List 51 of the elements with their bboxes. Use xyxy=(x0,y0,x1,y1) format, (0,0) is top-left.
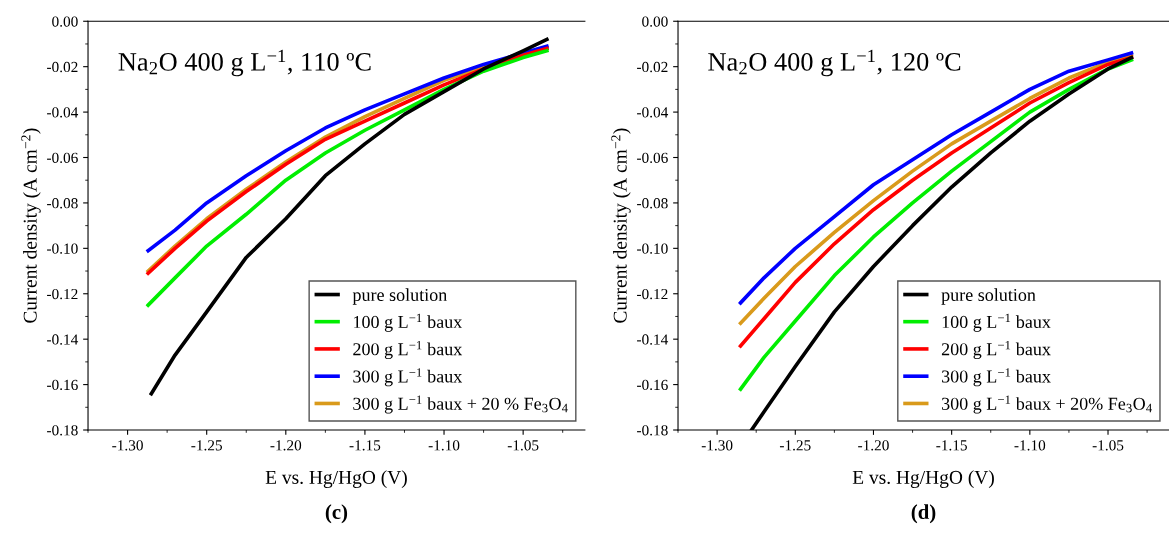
x-tick-label: -1.10 xyxy=(1014,440,1046,451)
x-tick-label: -1.25 xyxy=(191,440,223,451)
y-tick-label: -0.04 xyxy=(637,107,669,118)
text: Na$_{2}$O 400 g L$^{−1}$, 110 ºC xyxy=(118,49,371,77)
y-tick-label: -0.16 xyxy=(47,379,78,391)
y-tick-label: 0.00 xyxy=(52,16,78,27)
x-tick-label: -1.05 xyxy=(507,440,539,451)
y-tick-label: -0.12 xyxy=(47,288,78,300)
y-tick-label: -0.18 xyxy=(47,425,78,436)
y-tick-label: -0.08 xyxy=(637,198,668,209)
y-tick-label: -0.04 xyxy=(47,107,79,118)
x-tick-label: -1.10 xyxy=(428,440,460,451)
x-tick-label: -1.15 xyxy=(349,440,381,451)
x-tick-label: -1.30 xyxy=(112,440,143,451)
x-tick-label: -1.05 xyxy=(1092,440,1124,451)
legend-label: pure solution xyxy=(941,288,1036,305)
y-tick-label: -0.16 xyxy=(637,379,668,391)
legend-label: 300 g L$^{−1}$ baux + 20 % Fe$_{3}$O$_{4}$ xyxy=(353,395,568,414)
y-tick-label: -0.06 xyxy=(637,152,668,164)
x-tick-label: -1.20 xyxy=(270,440,302,451)
y-tick-label: -0.08 xyxy=(47,198,78,209)
legend-label: 300 g L$^{−1}$ baux + 20% Fe$_{3}$O$_{4}$ xyxy=(942,395,1152,414)
y-tick-label: -0.02 xyxy=(47,61,78,73)
x-tick-label: -1.15 xyxy=(936,440,967,451)
legend-label: pure solution xyxy=(352,288,447,305)
legend-label: 200 g L$^{−1}$ baux xyxy=(941,340,1051,360)
legend-label: 300 g L$^{−1}$ baux xyxy=(353,368,463,387)
y-axis-title: Current density (A cm$^{−2}$) xyxy=(611,128,631,323)
y-tick-label: -0.10 xyxy=(637,243,668,254)
legend-label: 200 g L$^{−1}$ baux xyxy=(353,340,463,360)
y-axis-title: Current density (A cm$^{−2}$) xyxy=(21,128,41,323)
legend-label: 300 g L$^{−1}$ baux xyxy=(942,368,1051,387)
y-tick-label: -0.14 xyxy=(47,334,79,345)
y-tick-label: -0.10 xyxy=(47,243,78,254)
x-axis-title: E vs. Hg/HgO (V) xyxy=(852,470,994,488)
text: (d) xyxy=(911,504,936,524)
legend-label: 100 g L$^{−1}$ baux xyxy=(942,313,1051,332)
x-tick-label: -1.20 xyxy=(858,440,889,451)
text: (c) xyxy=(325,504,348,524)
x-axis-title: E vs. Hg/HgO (V) xyxy=(265,470,407,488)
text: Na$_{2}$O 400 g L$^{−1}$, 120 ºC xyxy=(708,49,961,77)
y-tick-label: -0.02 xyxy=(637,61,668,73)
x-tick-label: -1.30 xyxy=(701,440,733,451)
y-tick-label: -0.18 xyxy=(637,425,668,436)
y-tick-label: -0.06 xyxy=(47,152,78,164)
y-tick-label: -0.14 xyxy=(637,334,669,345)
legend-label: 100 g L$^{−1}$ baux xyxy=(354,313,463,332)
line-series xyxy=(149,37,549,396)
y-tick-label: 0.00 xyxy=(642,16,668,27)
x-tick-label: -1.25 xyxy=(779,440,811,451)
y-tick-label: -0.12 xyxy=(637,288,668,300)
